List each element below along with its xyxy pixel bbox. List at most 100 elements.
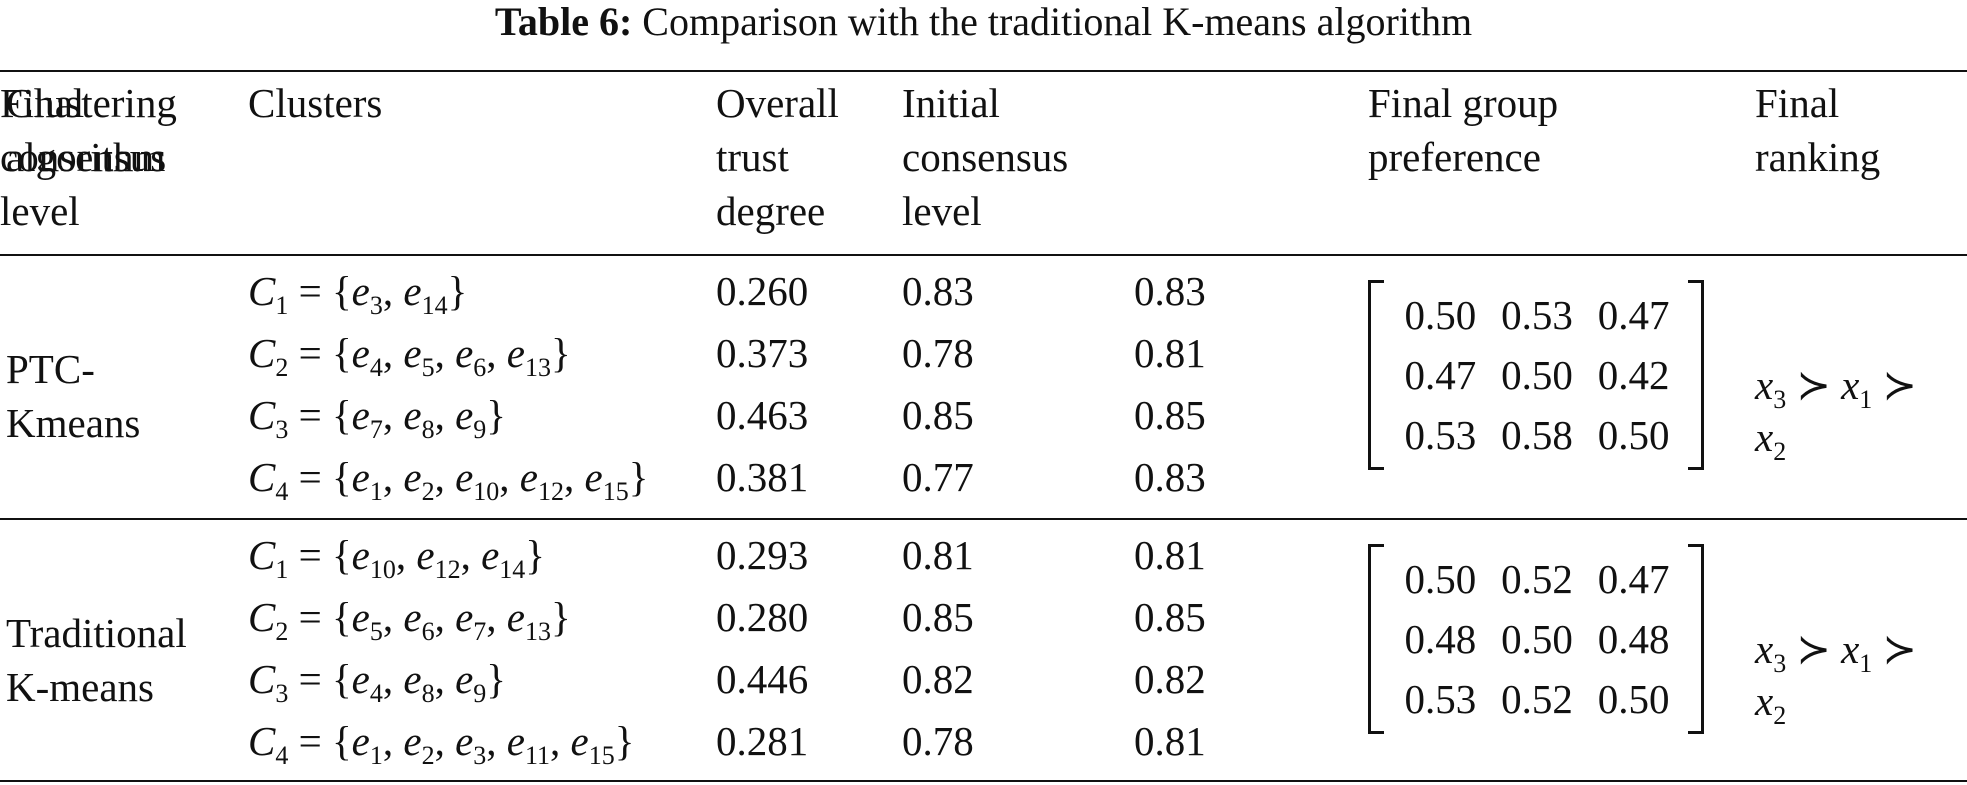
initial-consensus-value: 0.85: [902, 392, 974, 438]
header-trust: Overall: [716, 80, 839, 126]
header-final_consensus: level: [0, 188, 80, 234]
header-final_consensus: consensus: [0, 134, 167, 180]
expert-symbol: e5: [351, 594, 383, 646]
header-initial: Initial: [902, 80, 1000, 126]
expert-symbol: e12: [416, 532, 461, 584]
matrix-cell: 0.50: [1501, 352, 1573, 398]
final-consensus-value: 0.85: [1134, 392, 1206, 438]
cluster-definition: C4 = {e1, e2, e3, e11, e15}: [248, 718, 635, 770]
algorithm-name: K-means: [6, 664, 155, 710]
expert-symbol: e8: [403, 656, 435, 708]
header-trust: trust: [716, 134, 789, 180]
initial-consensus-value: 0.77: [902, 454, 974, 500]
matrix-cell: 0.48: [1404, 616, 1477, 662]
header-rule: [0, 254, 1967, 256]
matrix-cell: 0.47: [1404, 352, 1477, 398]
header-preference: Final group: [1368, 80, 1559, 126]
group-divider-rule: [0, 518, 1967, 520]
expert-symbol: e15: [584, 454, 629, 506]
algorithm-name: Traditional: [6, 610, 187, 656]
header-clusters: Clusters: [248, 80, 383, 126]
cluster-symbol: C4: [248, 454, 289, 506]
header-trust: degree: [716, 188, 826, 234]
expert-symbol: e10: [455, 454, 500, 506]
preference-matrix: 0.50 0.52 0.47 0.48 0.50 0.48 0.53 0.52 0.50: [1368, 544, 1704, 734]
trust-value: 0.373: [716, 330, 809, 376]
expert-symbol: e15: [570, 718, 615, 770]
matrix-cell: 0.53: [1501, 292, 1573, 338]
cluster-symbol: C2: [248, 330, 289, 382]
alternative-symbol: x2: [1755, 414, 1787, 466]
trust-value: 0.446: [716, 656, 809, 702]
header-final_consensus: Final: [0, 80, 85, 126]
expert-symbol: e12: [519, 454, 564, 506]
matrix-cell: 0.52: [1501, 556, 1573, 602]
trust-value: 0.463: [716, 392, 809, 438]
matrix-cell: 0.53: [1404, 412, 1477, 458]
initial-consensus-value: 0.78: [902, 330, 974, 376]
cluster-definition: C2 = {e4, e5, e6, e13}: [248, 330, 571, 382]
expert-symbol: e14: [403, 268, 448, 320]
alternative-symbol: x3: [1755, 626, 1787, 678]
final-consensus-value: 0.82: [1134, 656, 1206, 702]
header-initial: consensus: [902, 134, 1069, 180]
trust-value: 0.260: [716, 268, 809, 314]
expert-symbol: e3: [455, 718, 487, 770]
cluster-symbol: C3: [248, 392, 289, 444]
expert-symbol: e7: [351, 392, 383, 444]
cluster-symbol: C2: [248, 594, 289, 646]
final-consensus-value: 0.81: [1134, 718, 1206, 764]
matrix-cell: 0.58: [1501, 412, 1573, 458]
trust-value: 0.381: [716, 454, 809, 500]
expert-symbol: e6: [403, 594, 435, 646]
expert-symbol: e10: [351, 532, 396, 584]
initial-consensus-value: 0.85: [902, 594, 974, 640]
expert-symbol: e3: [351, 268, 383, 320]
alternative-symbol: x1: [1841, 362, 1873, 414]
algorithm-name: Kmeans: [6, 400, 141, 446]
matrix-cell: 0.50: [1404, 556, 1477, 602]
trust-value: 0.281: [716, 718, 809, 764]
ranking-line: x3 ≻ x1 ≻: [1755, 362, 1917, 414]
final-consensus-value: 0.81: [1134, 330, 1206, 376]
table-caption: Table 6: Comparison with the traditional…: [0, 2, 1967, 42]
final-consensus-value: 0.85: [1134, 594, 1206, 640]
ranking-line: x2: [1755, 410, 1786, 479]
final-consensus-value: 0.83: [1134, 454, 1206, 500]
matrix-cell: 0.50: [1501, 616, 1573, 662]
header-preference: preference: [1368, 134, 1541, 180]
matrix-grid: 0.50 0.52 0.47 0.48 0.50 0.48 0.53 0.52 0.50: [1392, 549, 1682, 729]
cluster-symbol: C1: [248, 532, 289, 584]
expert-symbol: e8: [403, 392, 435, 444]
cluster-definition: C2 = {e5, e6, e7, e13}: [248, 594, 571, 646]
bottom-rule: [0, 780, 1967, 782]
expert-symbol: e7: [455, 594, 487, 646]
header-initial: level: [902, 188, 982, 234]
expert-symbol: e6: [455, 330, 487, 382]
expert-symbol: e4: [351, 656, 383, 708]
matrix-cell: 0.52: [1501, 676, 1573, 722]
cluster-symbol: C3: [248, 656, 289, 708]
matrix-cell: 0.53: [1404, 676, 1477, 722]
initial-consensus-value: 0.78: [902, 718, 974, 764]
expert-symbol: e9: [455, 656, 487, 708]
caption-text: Comparison with the traditional K-means …: [642, 0, 1473, 44]
alternative-symbol: x3: [1755, 362, 1787, 414]
top-rule: [0, 70, 1967, 72]
cluster-symbol: C4: [248, 718, 289, 770]
alternative-symbol: x2: [1755, 678, 1787, 730]
matrix-cell: 0.50: [1597, 676, 1670, 722]
algorithm-name: PTC-: [6, 346, 95, 392]
trust-value: 0.293: [716, 532, 809, 578]
header-ranking: Final: [1755, 80, 1840, 126]
final-consensus-value: 0.81: [1134, 532, 1206, 578]
matrix-cell: 0.47: [1597, 292, 1670, 338]
expert-symbol: e9: [455, 392, 487, 444]
matrix-left-bracket: [1368, 280, 1384, 470]
cluster-definition: C3 = {e4, e8, e9}: [248, 656, 506, 708]
initial-consensus-value: 0.82: [902, 656, 974, 702]
matrix-cell: 0.48: [1597, 616, 1670, 662]
expert-symbol: e2: [403, 454, 435, 506]
matrix-left-bracket: [1368, 544, 1384, 734]
expert-symbol: e13: [506, 594, 551, 646]
